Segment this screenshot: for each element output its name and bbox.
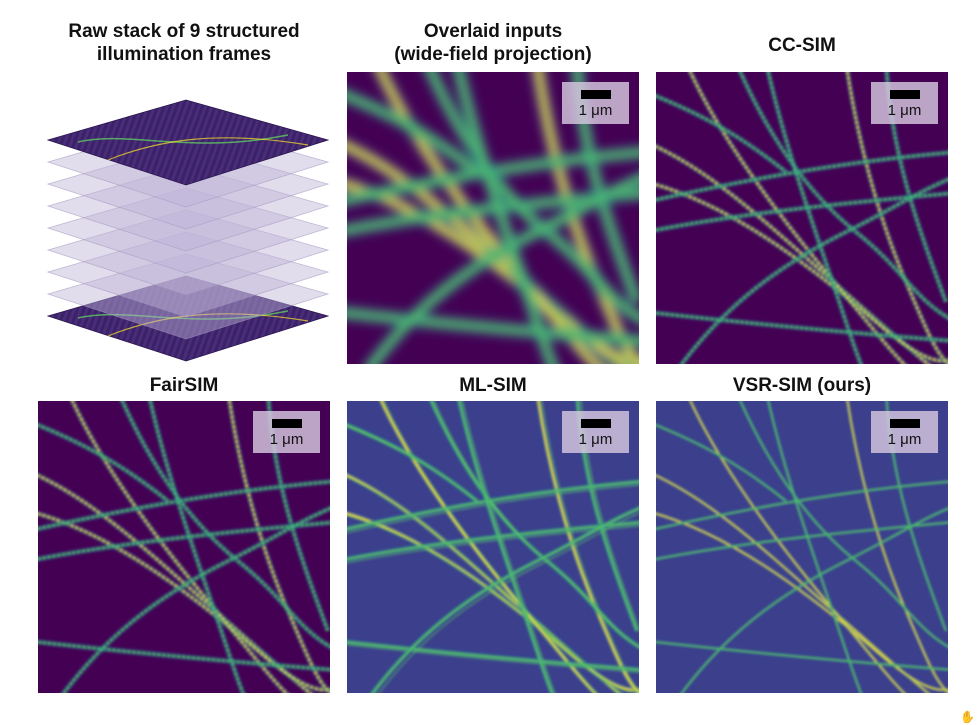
scale-bar: 1 μm <box>871 411 938 453</box>
fiber-edge <box>347 425 482 505</box>
image-vsr-sim: 1 μm <box>656 401 948 693</box>
stack-fiber <box>107 137 309 161</box>
fiber <box>38 641 330 671</box>
scale-bar-label: 1 μm <box>578 102 613 119</box>
fiber <box>121 401 330 648</box>
fiber <box>38 480 330 530</box>
fiber <box>767 72 862 364</box>
title-fairsim: FairSIM <box>149 375 219 396</box>
fiber <box>656 312 948 342</box>
fiber-edge <box>347 515 639 693</box>
image-ml-sim: 1 μm <box>347 401 639 693</box>
fiber-edge <box>541 401 639 693</box>
title-raw-stack: Raw stack of 9 structured illumination f… <box>68 21 300 65</box>
fiber <box>681 507 948 693</box>
stack-fiber <box>107 313 309 337</box>
stack-fiber <box>77 310 289 320</box>
fiber <box>656 480 948 530</box>
fiber <box>149 401 244 693</box>
fiber <box>347 480 639 530</box>
fiber <box>347 310 639 344</box>
fiber <box>846 401 948 693</box>
fiber <box>656 151 948 201</box>
fiber <box>680 178 948 364</box>
scale-bar-label: 1 μm <box>887 102 922 119</box>
stack-frame <box>46 209 330 296</box>
raw-stack-illustration <box>38 80 338 365</box>
corner-cursor-icon: ✋ <box>960 710 975 724</box>
fiber <box>689 72 906 364</box>
image-widefield: 1 μm <box>347 72 639 364</box>
fiber <box>369 176 639 364</box>
fiber <box>71 401 288 693</box>
fiber <box>767 401 862 693</box>
stack-frame <box>46 187 330 274</box>
fiber <box>739 72 948 319</box>
scale-bar-label: 1 μm <box>269 431 304 448</box>
stack-fiber <box>77 134 289 144</box>
fiber <box>689 401 905 693</box>
fiber <box>656 521 948 560</box>
fiber <box>656 424 787 502</box>
image-cc-sim: 1 μm <box>656 72 948 364</box>
fiber <box>656 641 948 671</box>
scale-bar-line <box>581 419 611 428</box>
scale-bar-line <box>890 419 920 428</box>
scale-bar: 1 μm <box>562 82 629 124</box>
fiber <box>38 423 169 502</box>
fiber-edge <box>378 512 639 693</box>
scale-bar: 1 μm <box>253 411 320 453</box>
fiber <box>656 513 948 691</box>
scale-bar: 1 μm <box>562 411 629 453</box>
fiber <box>846 72 948 364</box>
fiber <box>458 401 553 693</box>
image-fairsim: 1 μm <box>38 401 330 693</box>
fiber <box>347 641 639 671</box>
fiber <box>371 507 639 693</box>
fiber <box>38 521 330 561</box>
fiber <box>656 94 787 173</box>
stack-frame <box>46 231 330 318</box>
fiber <box>537 401 639 693</box>
stack-frame <box>46 165 330 252</box>
fiber-edge <box>347 484 639 534</box>
fiber <box>62 507 330 693</box>
scale-bar-label: 1 μm <box>887 431 922 448</box>
title-overlaid-inputs: Overlaid inputs (wide-field projection) <box>394 21 592 65</box>
title-vsr-sim: VSR-SIM (ours) <box>732 375 872 396</box>
fiber <box>456 72 556 364</box>
scale-bar-line <box>272 419 302 428</box>
scale-bar-line <box>581 90 611 99</box>
fiber <box>347 92 479 175</box>
scale-bar-label: 1 μm <box>578 431 613 448</box>
scale-bar: 1 μm <box>871 82 938 124</box>
fiber-edge <box>433 401 639 648</box>
title-cc-sim: CC-SIM <box>768 35 836 56</box>
title-ml-sim: ML-SIM <box>459 375 527 396</box>
fiber-edge <box>462 401 556 693</box>
fiber <box>656 192 948 232</box>
scale-bar-line <box>890 90 920 99</box>
stack-frame <box>46 253 330 340</box>
fiber <box>228 401 330 693</box>
fiber-edge <box>347 644 639 673</box>
